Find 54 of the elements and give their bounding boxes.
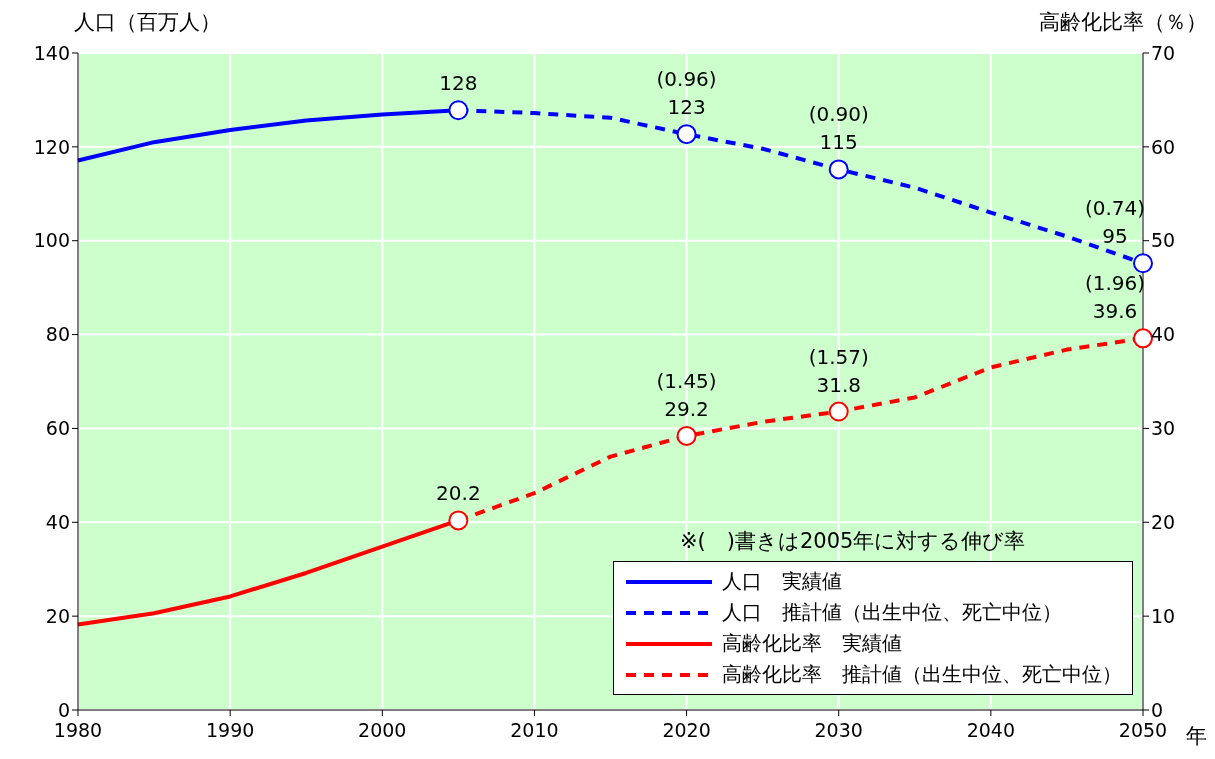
y-tick-label: 20 — [45, 604, 70, 627]
x-axis-title: 年 — [1186, 723, 1207, 750]
annotation: ※( )書きは2005年に対する伸び率 — [680, 528, 1026, 555]
x-tick-label: 2050 — [1118, 719, 1168, 742]
y-tick-label: 120 — [33, 135, 70, 158]
x-tick-label: 1980 — [53, 719, 103, 742]
y2-tick-label: 70 — [1151, 41, 1176, 64]
x-tick-label: 1990 — [205, 719, 255, 742]
data-label: 128 — [439, 71, 478, 96]
y2-tick-label: 20 — [1151, 511, 1176, 534]
x-tick-label: 2010 — [510, 719, 559, 742]
y2-tick-label: 50 — [1151, 229, 1176, 252]
legend-label: 人口 推計値（出生中位、死亡中位） — [722, 599, 1062, 626]
y-tick-label: 100 — [33, 229, 70, 252]
y-tick-label: 60 — [45, 417, 70, 440]
annotation: (1.57) — [808, 344, 869, 369]
point — [676, 425, 697, 446]
y2-tick-label: 40 — [1151, 323, 1176, 346]
y2-tick-label: 60 — [1151, 135, 1176, 158]
y-tick-label: 80 — [45, 323, 70, 346]
annotation: (1.96) — [1084, 271, 1146, 296]
data-label: 115 — [819, 130, 858, 155]
y-tick-label: 0 — [57, 698, 70, 721]
x-tick-label: 2000 — [358, 719, 407, 742]
data-label: 31.8 — [816, 372, 861, 397]
legend-label: 人口 実績値 — [722, 568, 842, 595]
point — [448, 510, 469, 531]
y2-tick-label: 10 — [1151, 604, 1176, 627]
annotation: (1.45) — [656, 368, 717, 393]
y2-tick-label: 0 — [1151, 698, 1164, 721]
y-axis-title: 人口（百万人） — [74, 9, 221, 36]
data-label: 39.6 — [1092, 299, 1138, 324]
point — [1133, 253, 1153, 274]
legend-label: 高齢化比率 推計値（出生中位、死亡中位） — [722, 661, 1122, 688]
annotation: (0.74) — [1084, 196, 1146, 221]
point — [828, 401, 849, 422]
point — [1133, 328, 1153, 349]
x-tick-label: 2030 — [814, 719, 863, 742]
point — [676, 124, 697, 145]
y2-axis-title: 高齢化比率（％） — [1039, 9, 1207, 36]
x-tick-label: 2020 — [662, 719, 711, 742]
point — [448, 100, 469, 121]
y-tick-label: 140 — [33, 41, 70, 64]
data-label: 95 — [1102, 224, 1128, 249]
y-tick-label: 40 — [45, 511, 70, 534]
data-label: 29.2 — [664, 396, 709, 421]
annotation: (0.90) — [808, 102, 869, 127]
legend-label: 高齢化比率 実績値 — [722, 630, 902, 657]
x-tick-label: 2040 — [966, 719, 1016, 742]
point — [828, 159, 849, 180]
y2-tick-label: 30 — [1151, 417, 1176, 440]
annotation: (0.96) — [656, 67, 717, 92]
data-label: 123 — [667, 95, 706, 120]
data-label: 20.2 — [436, 481, 481, 506]
